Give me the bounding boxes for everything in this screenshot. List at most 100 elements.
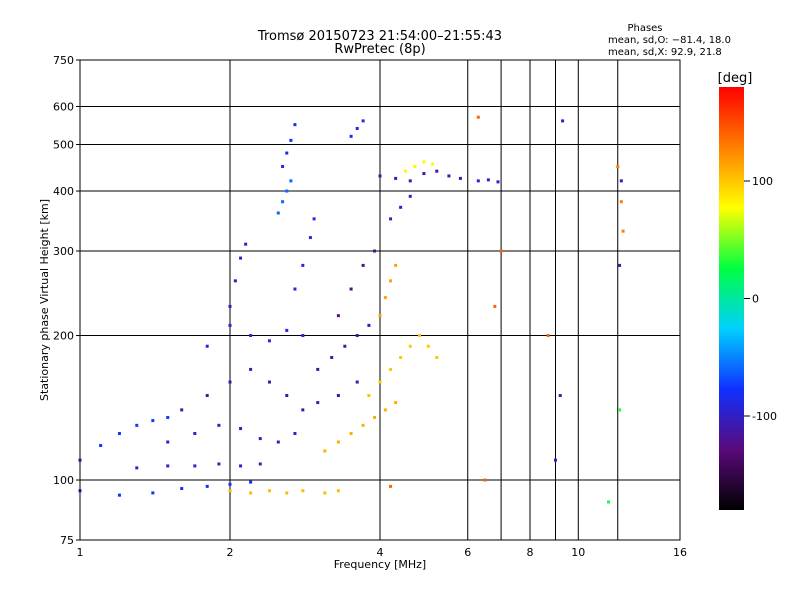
echo-point — [180, 487, 184, 491]
echo-point — [135, 466, 139, 470]
echo-point — [301, 489, 305, 493]
echo-point — [399, 355, 403, 359]
echo-point — [239, 427, 243, 431]
echo-point — [361, 119, 365, 123]
echo-point — [258, 437, 262, 441]
echo-point — [499, 249, 503, 253]
echo-point — [323, 449, 327, 453]
echo-point — [151, 491, 155, 495]
echo-point — [383, 408, 387, 412]
echo-point — [336, 489, 340, 493]
echo-point — [394, 176, 398, 180]
echo-point — [546, 334, 550, 338]
echo-point — [239, 464, 243, 468]
echo-point — [244, 242, 248, 246]
echo-point — [205, 344, 209, 348]
echo-point — [417, 334, 421, 338]
echo-point — [301, 408, 305, 412]
echo-point — [618, 408, 622, 412]
y-tick-label: 200 — [53, 330, 74, 343]
echo-point — [349, 287, 353, 291]
echo-point — [267, 339, 271, 343]
echo-point — [276, 440, 280, 444]
phase-box-title: Phases — [627, 23, 662, 34]
echo-point — [301, 263, 305, 267]
x-tick-label: 8 — [527, 546, 534, 559]
echo-point — [561, 119, 565, 123]
echo-point — [285, 151, 289, 155]
echo-point — [316, 401, 320, 405]
echo-point — [289, 138, 293, 142]
y-tick-label: 750 — [53, 54, 74, 67]
echo-point — [403, 169, 407, 173]
echo-point — [435, 169, 439, 173]
echo-point — [496, 180, 500, 184]
echo-point — [361, 423, 365, 427]
phase-box-line-o: mean, sd,O: −81.4, 18.0 — [608, 35, 731, 46]
echo-point — [117, 432, 121, 436]
echo-point — [285, 189, 289, 193]
x-axis-ticks: 1 2 4 6 8 10 16 — [77, 546, 688, 559]
echo-point — [228, 304, 232, 308]
echo-point — [316, 367, 320, 371]
echo-point — [281, 200, 285, 204]
colorbar-tick-label: -100 — [752, 410, 777, 423]
grid-lines — [80, 59, 680, 541]
echo-point — [228, 380, 232, 384]
echo-point — [249, 491, 253, 495]
echo-point — [267, 380, 271, 384]
echo-point — [276, 211, 280, 215]
echo-point — [399, 205, 403, 209]
echo-point — [394, 401, 398, 405]
echo-point — [447, 174, 451, 178]
colorbar — [719, 87, 744, 510]
echo-point — [389, 484, 393, 488]
echo-point — [312, 217, 316, 221]
y-axis-ticks: 75 100 200 300 400 500 600 750 — [53, 54, 80, 547]
x-tick-label: 6 — [464, 546, 471, 559]
echo-point — [330, 355, 334, 359]
echo-point — [205, 484, 209, 488]
echo-point — [285, 491, 289, 495]
x-tick-label: 2 — [227, 546, 234, 559]
echo-point — [607, 500, 611, 504]
echo-point — [293, 123, 297, 127]
echo-point — [267, 489, 271, 493]
x-axis-label: Frequency [MHz] — [334, 558, 426, 571]
y-tick-label: 500 — [53, 139, 74, 152]
colorbar-tick-label: 0 — [752, 293, 759, 306]
echo-point — [228, 482, 232, 486]
echo-point — [281, 164, 285, 168]
echo-point — [616, 164, 620, 168]
echo-point — [389, 217, 393, 221]
echo-point — [621, 229, 625, 233]
echo-point — [367, 323, 371, 327]
echo-point — [486, 178, 490, 182]
echo-point — [117, 493, 121, 497]
echo-point — [413, 164, 417, 168]
echo-point — [389, 279, 393, 283]
x-tick-label: 16 — [673, 546, 687, 559]
echo-point — [336, 440, 340, 444]
y-tick-label: 75 — [60, 534, 74, 547]
echo-point — [343, 344, 347, 348]
plot-frame — [79, 59, 681, 541]
echo-point — [458, 176, 462, 180]
echo-point — [205, 394, 209, 398]
echo-point — [193, 464, 197, 468]
echo-point — [619, 179, 623, 183]
echo-point — [301, 334, 305, 338]
echo-point — [394, 263, 398, 267]
y-axis-label: Stationary phase Virtual Height [km] — [38, 199, 51, 401]
echo-point — [408, 344, 412, 348]
echo-point — [258, 462, 262, 466]
echo-point — [558, 394, 562, 398]
echo-point — [293, 432, 297, 436]
y-tick-label: 600 — [53, 101, 74, 114]
echo-point — [355, 126, 359, 130]
echo-point — [349, 134, 353, 138]
echo-point — [228, 323, 232, 327]
echo-point — [217, 423, 221, 427]
colorbar-ticks: 100 0 -100 — [744, 175, 777, 423]
